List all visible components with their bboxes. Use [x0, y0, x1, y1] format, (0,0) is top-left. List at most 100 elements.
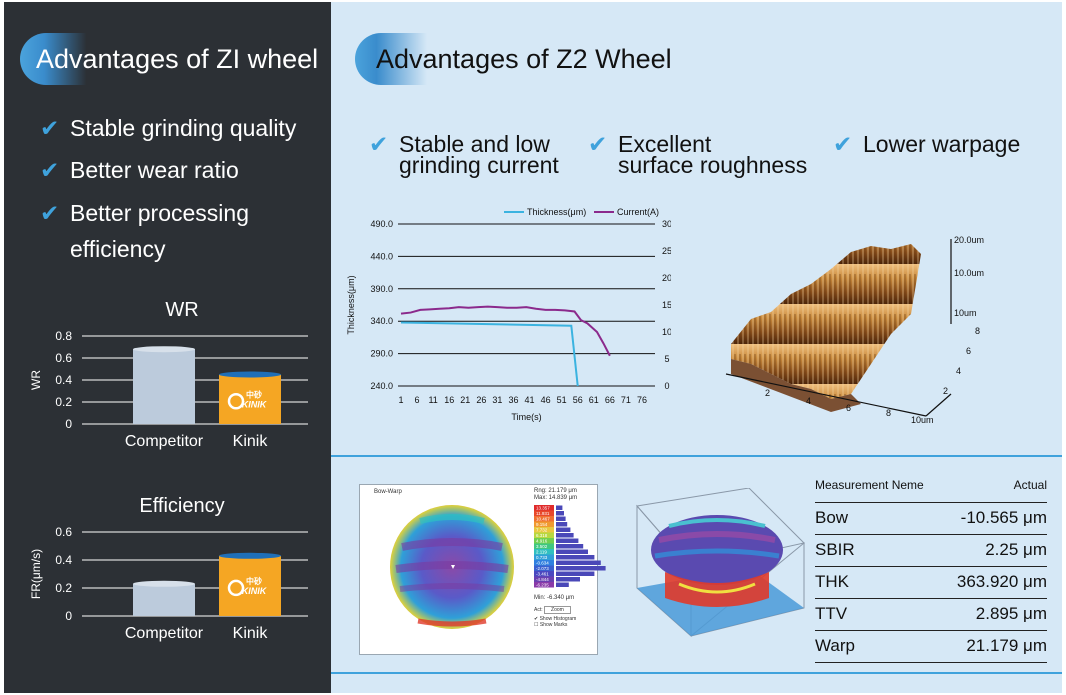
logo-cn-text: 中砂: [246, 389, 262, 399]
x-tick-label: 31: [492, 395, 502, 405]
z2-advantage-3: ✔ Lower warpage: [833, 131, 1021, 157]
histogram-bar: [556, 516, 566, 521]
header-name: Measurement Neme: [815, 470, 942, 503]
histogram-bar: [556, 522, 568, 527]
efficiency-chart: Efficiency 0 0.2 0.4 0.6 FR(μm/s) Competitor Ki…: [29, 495, 308, 642]
histogram-bar: [556, 549, 588, 554]
x-category-label: Competitor: [125, 433, 204, 450]
scale-value: 0.733: [536, 555, 548, 560]
scale-bin: [534, 549, 554, 555]
bar-cap: [133, 580, 195, 587]
x-category-label: Competitor: [125, 625, 204, 642]
y-tick-label: 0.2: [55, 581, 72, 595]
z2-title: Advantages of Z2 Wheel: [355, 33, 715, 85]
scale-bin: [534, 543, 554, 549]
x-tick-label: 71: [621, 395, 631, 405]
y-tick-label: 440.0: [370, 251, 393, 261]
left-panel: Advantages of ZI wheel ✔ Stable grinding …: [4, 2, 331, 693]
y-tick: 2: [943, 386, 948, 396]
y-tick: 4: [956, 366, 961, 376]
x-tick-label: 6: [415, 395, 420, 405]
surface-roughness-3d: 20.0um 10.0um 10um 2 4 6 8 10um 2 4 6 8: [725, 235, 984, 424]
row-value: 21.179 μm: [941, 630, 1047, 663]
x-category-label: Kinik: [233, 433, 269, 450]
scale-bin: [534, 532, 554, 538]
surface-body: [731, 244, 921, 399]
scale-value: 2.119: [536, 550, 547, 555]
scale-bin: [534, 505, 554, 511]
z1-title-text: Advantages of ZI wheel: [36, 43, 319, 74]
min-label: Min: -6.340 μm: [534, 595, 575, 601]
scale-bin: [534, 527, 554, 533]
logo-cn-text: 中砂: [246, 576, 262, 586]
histogram-bar: [556, 538, 579, 543]
histogram-bar: [556, 582, 569, 587]
z-label-mid: 10.0um: [954, 268, 984, 278]
bar-competitor: [133, 349, 195, 424]
scale-bin: [534, 576, 554, 582]
show-histogram-checkbox[interactable]: ✔ Show Histogram: [534, 616, 577, 622]
color-scale: 13.35711.93110.4679.1547.7326.3184.9163.…: [534, 505, 606, 588]
z-label-bottom: 10um: [954, 308, 977, 318]
row-name: Warp: [815, 630, 942, 663]
y-axis-label: FR(μm/s): [29, 549, 43, 599]
x-tick-label: 11: [428, 395, 437, 405]
table-row: THK 363.920 μm: [815, 566, 1047, 599]
x-tick-label: 41: [525, 395, 535, 405]
x-tick-label: 46: [541, 395, 551, 405]
histogram-bar: [556, 555, 595, 560]
max-label: Max: 14.839 μm: [534, 495, 578, 501]
act-select[interactable]: Zoom: [544, 606, 571, 614]
scale-bin: [534, 582, 554, 588]
scale-bin: [534, 521, 554, 527]
table-row: TTV 2.895 μm: [815, 598, 1047, 631]
y-tick-label: 0.6: [55, 525, 72, 539]
x-tick-label: 61: [589, 395, 599, 405]
center-marker-icon: [451, 565, 455, 569]
row-name: TTV: [815, 598, 942, 631]
scale-value: -0.634: [536, 561, 549, 566]
y-right-tick-label: 30: [662, 219, 671, 229]
scale-value: 9.154: [536, 522, 548, 527]
scale-value: 3.502: [536, 544, 548, 549]
histogram-bar: [556, 511, 564, 516]
row-name: Bow: [815, 502, 942, 535]
bar-cap: [133, 346, 195, 353]
histogram-panel: Rng: 21.179 μm Max: 14.839 μm 13.357 11.9…: [534, 488, 606, 648]
show-marks-checkbox[interactable]: ☐ Show Marks: [534, 622, 568, 628]
table-row: Warp 21.179 μm: [815, 630, 1047, 663]
y-tick-label: 0: [65, 609, 72, 623]
y-right-tick-label: 25: [662, 246, 671, 256]
scale-value: -2.073: [536, 566, 549, 571]
y-tick-label: 0.8: [55, 329, 72, 343]
y-tick-label: 390.0: [370, 284, 393, 294]
right-panel: Advantages of Z2 Wheel ✔ Stable and low gr…: [331, 2, 1062, 693]
logo-ring-icon: [227, 579, 245, 597]
x-tick-label: 76: [637, 395, 647, 405]
row-name: THK: [815, 566, 942, 599]
y-tick-label: 0.2: [55, 395, 72, 409]
chart-title: Efficiency: [139, 495, 224, 517]
act-label: Act:: [534, 607, 543, 613]
series-line-0: [400, 321, 579, 387]
divider-top: [331, 455, 1062, 457]
scale-value: 4.916: [536, 539, 548, 544]
x-tick: 2: [765, 388, 770, 398]
histogram-bar: [556, 533, 574, 538]
scale-bin: [534, 516, 554, 522]
histogram-bar: [556, 577, 580, 582]
series-line-1: [400, 305, 611, 357]
header-actual: Actual: [941, 470, 1047, 503]
y-tick-label: 340.0: [370, 316, 393, 326]
y-tick-label: 290.0: [370, 349, 393, 359]
scale-bin: [534, 571, 554, 577]
z1-title: Advantages of ZI wheel: [20, 33, 322, 85]
rng-label: Rng: 21.179 μm: [534, 488, 577, 494]
histogram-bar: [556, 560, 601, 565]
measurement-table: Measurement Neme Actual Bow -10.565 μm S…: [815, 470, 1047, 663]
x-category-label: Kinik: [233, 625, 269, 642]
x-tick: 4: [806, 396, 811, 406]
x-tick-label: 1: [398, 395, 403, 405]
y-tick-label: 0: [65, 417, 72, 431]
